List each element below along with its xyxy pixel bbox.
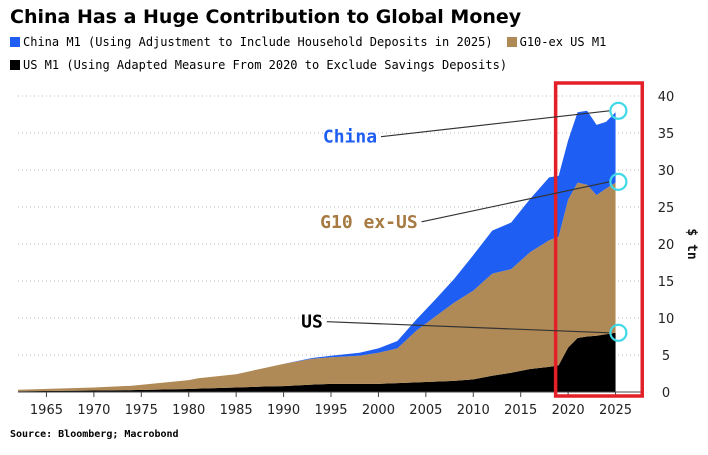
legend-swatch-us [10,60,20,70]
legend-row-2: US M1 (Using Adapted Measure From 2020 t… [10,58,507,72]
legend-label-us: US M1 (Using Adapted Measure From 2020 t… [23,58,508,72]
y-tick-label-15: 15 [658,275,675,290]
highlight-box [553,81,645,398]
chart-title: China Has a Huge Contribution to Global … [10,6,522,28]
x-tick-label-1995: 1995 [314,403,347,418]
x-tick-label-2015: 2015 [504,403,537,418]
y-tick-label-10: 10 [658,312,675,327]
legend-swatch-g10 [506,37,517,47]
annotation-line-us [326,321,610,334]
x-tick-label-2025: 2025 [599,403,632,418]
y-axis-label: $ tn [684,228,699,259]
y-tick-label-25: 25 [658,201,675,216]
annotation-marker-g10-ex-us [609,172,628,191]
annotation-label-us: US [301,312,323,333]
x-tick-label-2020: 2020 [552,403,585,418]
y-tick-label-20: 20 [658,238,675,253]
y-tick-label-40: 40 [658,90,675,105]
annotation-line-g10-ex-us [421,181,610,223]
y-tick-label-0: 0 [662,386,670,401]
x-tick-label-2010: 2010 [457,403,490,418]
x-tick-label-1970: 1970 [77,403,110,418]
legend-label-g10: G10-ex US M1 [519,35,607,49]
x-tick-label-2005: 2005 [409,403,442,418]
legend-label-china: China M1 (Using Adjustment to Include Ho… [23,35,493,49]
x-tick-label-1965: 1965 [30,403,63,418]
x-tick-label-1985: 1985 [220,403,253,418]
annotation-line-china [380,110,610,138]
annotation-label-g10-ex-us: G10 ex-US [320,212,418,233]
area-china [18,110,616,390]
y-tick-label-35: 35 [658,127,675,142]
annotation-label-china: China [323,127,377,148]
legend-swatch-china [10,37,20,47]
annotation-marker-china [609,101,628,120]
x-tick-label-1975: 1975 [125,403,158,418]
annotation-marker-us [609,323,628,342]
x-tick-label-1980: 1980 [172,403,205,418]
x-tick-label-1990: 1990 [267,403,300,418]
source-note: Source: Bloomberg; Macrobond [10,429,179,440]
y-tick-label-5: 5 [662,349,670,364]
x-tick-label-2000: 2000 [362,403,395,418]
y-tick-label-30: 30 [658,164,675,179]
legend-row-1: China M1 (Using Adjustment to Include Ho… [10,35,606,49]
area-g10-ex-us [18,182,616,392]
